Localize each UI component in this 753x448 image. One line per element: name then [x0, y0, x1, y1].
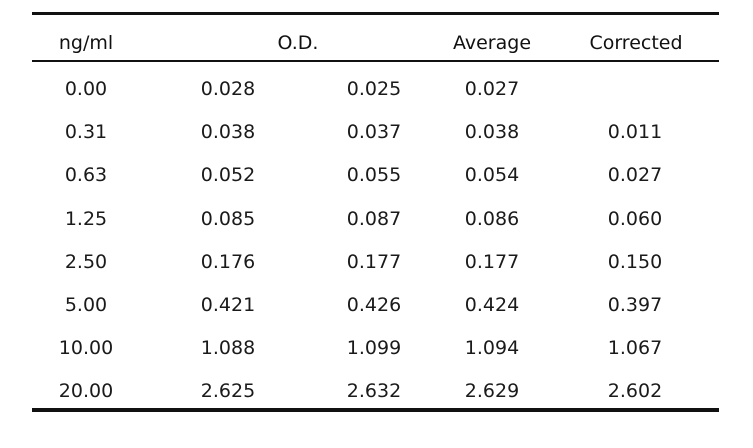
cell-od2: 0.426 [346, 294, 402, 316]
cell-average: 0.086 [464, 208, 520, 230]
cell-conc: 5.00 [64, 294, 108, 316]
cell-od2: 1.099 [346, 337, 402, 359]
cell-corrected: 1.067 [607, 337, 663, 359]
cell-conc: 0.63 [64, 164, 108, 186]
cell-od2: 0.025 [346, 78, 402, 100]
cell-od1: 0.052 [200, 164, 256, 186]
cell-corrected: 0.150 [607, 251, 663, 273]
cell-od2: 0.177 [346, 251, 402, 273]
cell-od1: 0.421 [200, 294, 256, 316]
cell-average: 0.038 [464, 121, 520, 143]
cell-od2: 0.055 [346, 164, 402, 186]
cell-corrected: 0.397 [607, 294, 663, 316]
cell-average: 2.629 [464, 380, 520, 402]
cell-od2: 0.037 [346, 121, 402, 143]
cell-conc: 10.00 [58, 337, 114, 359]
header-corrected: Corrected [589, 32, 683, 54]
cell-od1: 2.625 [200, 380, 256, 402]
cell-od2: 2.632 [346, 380, 402, 402]
cell-od1: 1.088 [200, 337, 256, 359]
cell-od1: 0.176 [200, 251, 256, 273]
cell-average: 0.424 [464, 294, 520, 316]
cell-od1: 0.028 [200, 78, 256, 100]
cell-conc: 0.00 [64, 78, 108, 100]
header-od: O.D. [277, 32, 319, 54]
cell-average: 0.177 [464, 251, 520, 273]
cell-conc: 1.25 [64, 208, 108, 230]
cell-corrected: 2.602 [607, 380, 663, 402]
header-conc: ng/ml [58, 32, 114, 54]
cell-od1: 0.085 [200, 208, 256, 230]
cell-corrected: 0.011 [607, 121, 663, 143]
cell-average: 0.054 [464, 164, 520, 186]
cell-corrected: 0.060 [607, 208, 663, 230]
header-average: Average [452, 32, 532, 54]
cell-conc: 0.31 [64, 121, 108, 143]
top-rule [32, 12, 719, 15]
cell-conc: 2.50 [64, 251, 108, 273]
header-rule [32, 60, 719, 62]
bottom-rule [32, 408, 719, 412]
cell-average: 0.027 [464, 78, 520, 100]
cell-od1: 0.038 [200, 121, 256, 143]
cell-conc: 20.00 [58, 380, 114, 402]
cell-average: 1.094 [464, 337, 520, 359]
cell-od2: 0.087 [346, 208, 402, 230]
cell-corrected: 0.027 [607, 164, 663, 186]
